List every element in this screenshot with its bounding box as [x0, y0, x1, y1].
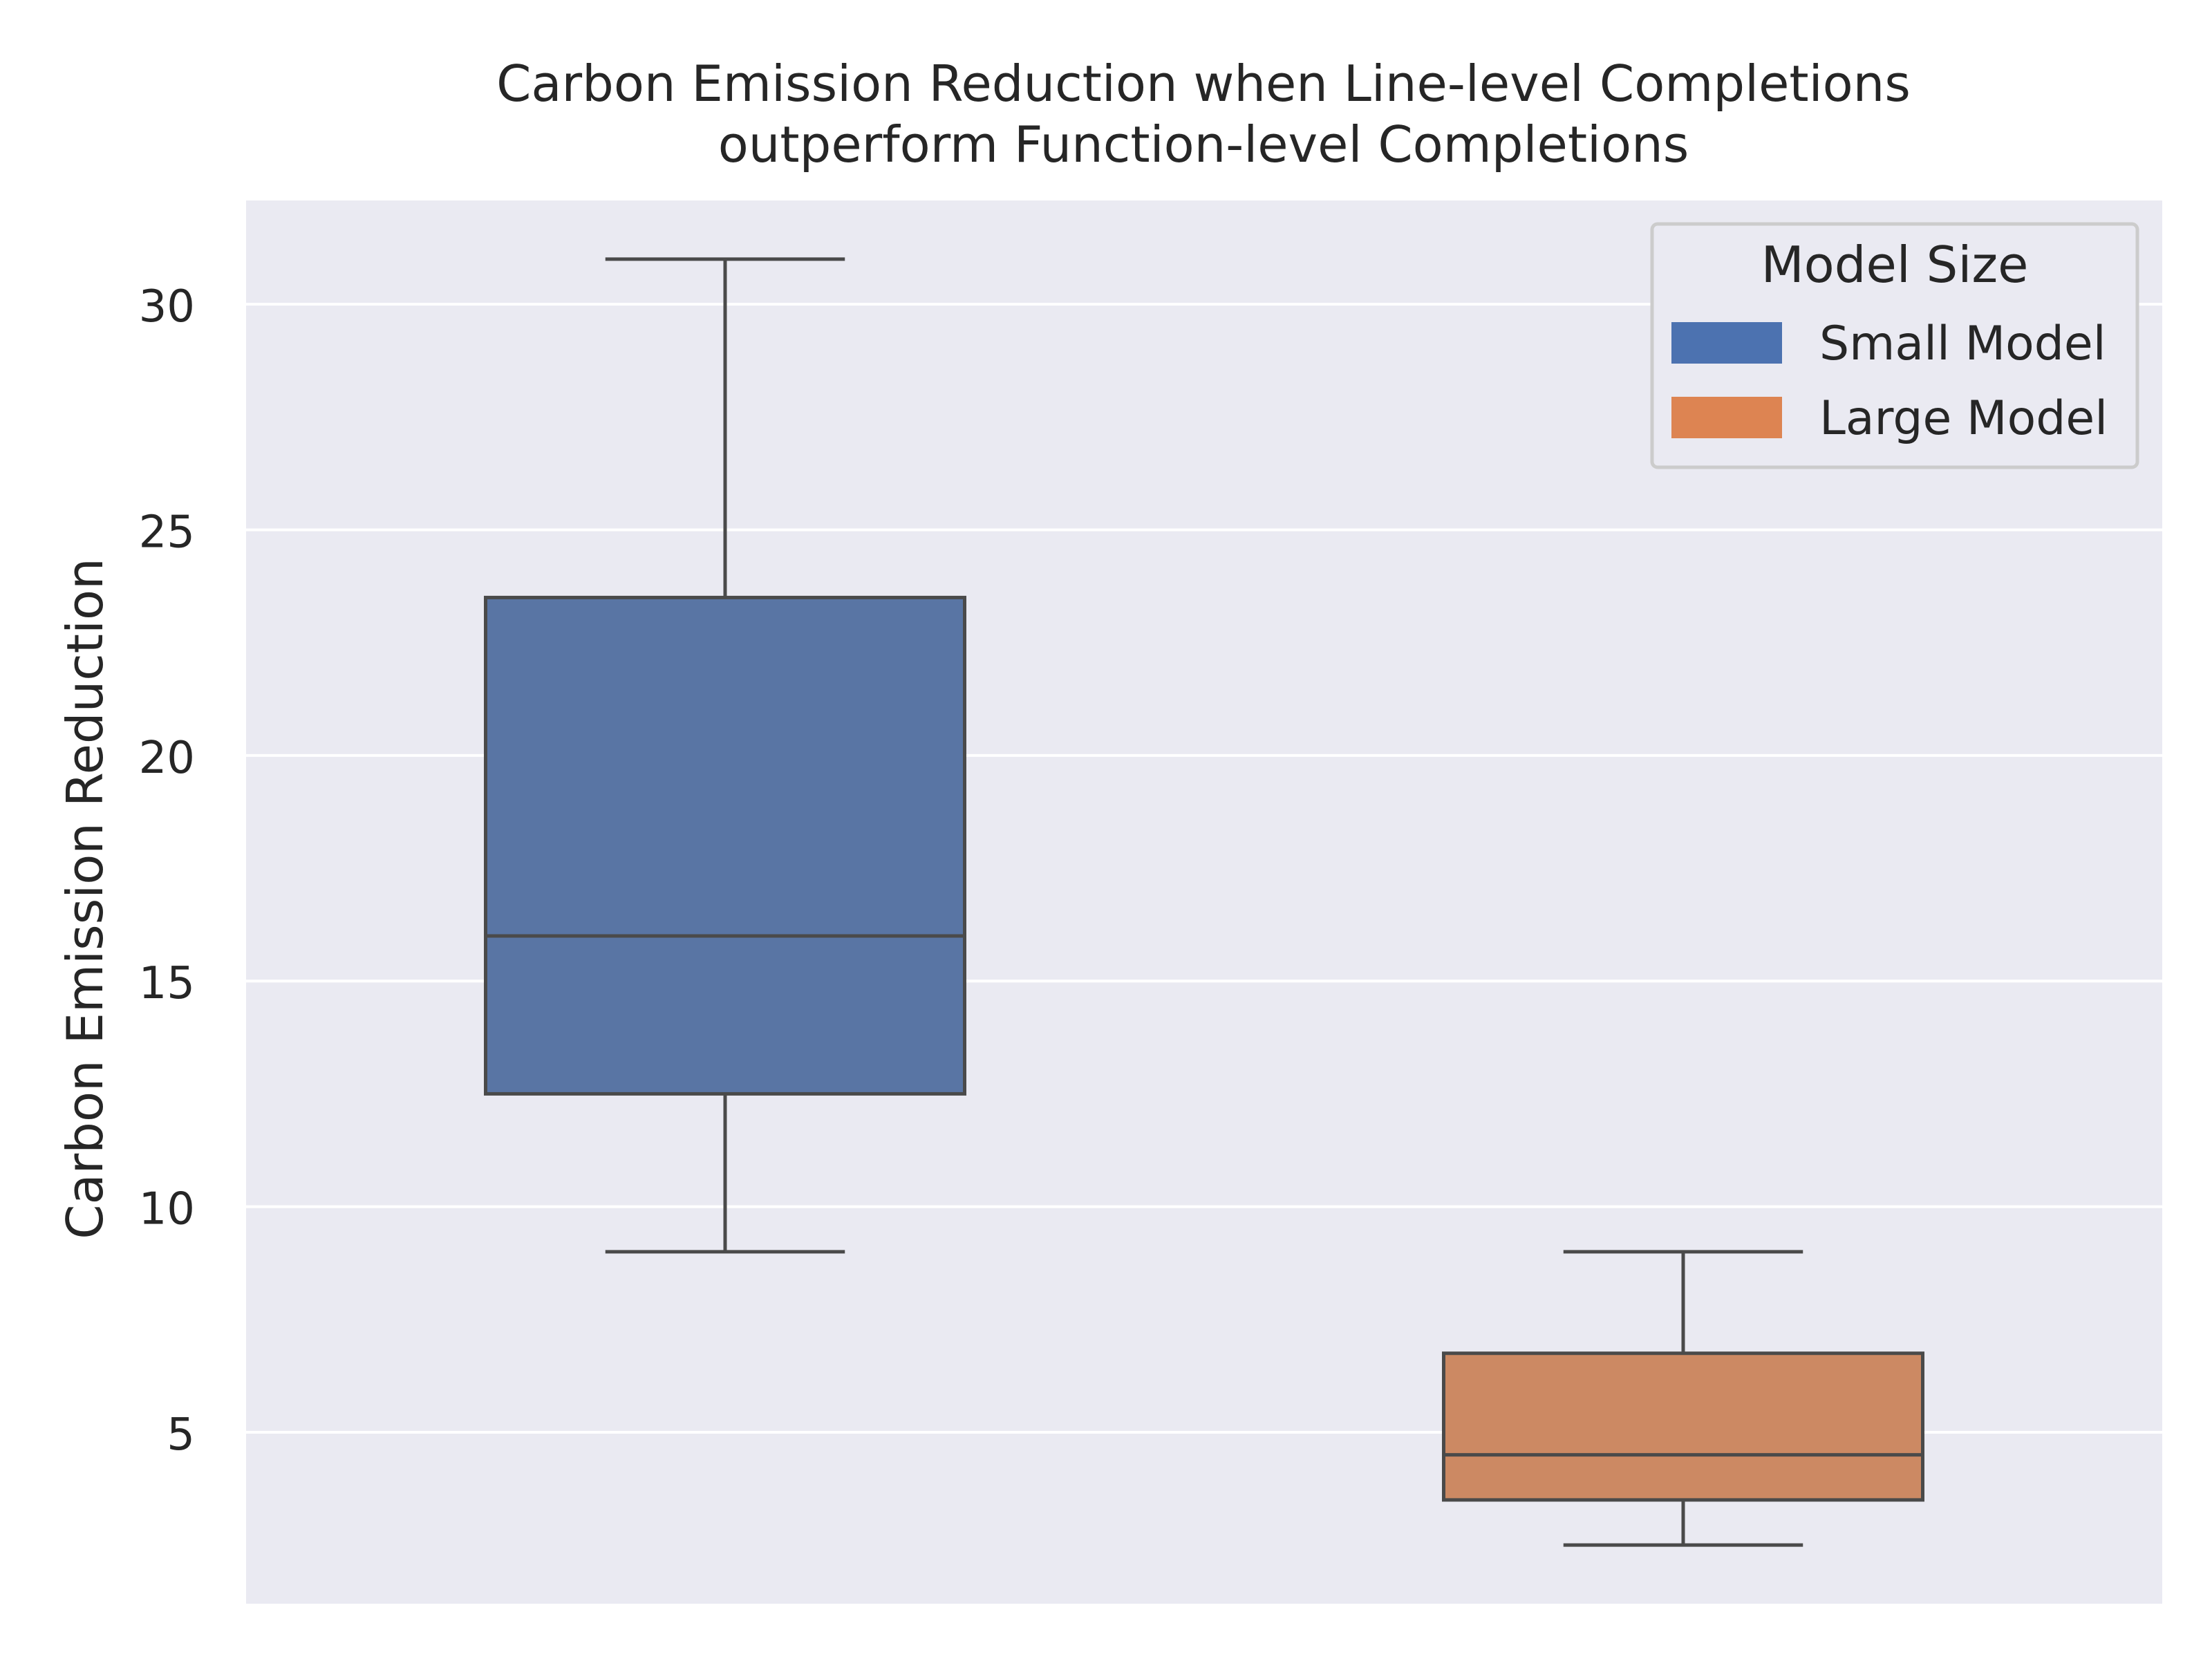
- legend: Model Size Small Model Large Model: [1650, 222, 2139, 469]
- y-tick-label-10: 10: [139, 1184, 195, 1235]
- y-tick-labels: 5 10 15 20 25 30: [139, 281, 195, 1461]
- legend-items: Small Model Large Model: [1671, 317, 2108, 446]
- box-plots: [484, 257, 1924, 1547]
- legend-title: Model Size: [1761, 236, 2029, 294]
- legend-item-small-model: Small Model: [1671, 317, 2106, 371]
- legend-label-large-model: Large Model: [1819, 391, 2108, 446]
- y-tick-label-15: 15: [139, 958, 195, 1009]
- legend-swatch-small-model: [1671, 322, 1782, 364]
- y-tick-label-25: 25: [139, 507, 195, 558]
- box-large-model: [1442, 1250, 1924, 1547]
- chart-title-line-1: Carbon Emission Reduction when Line-leve…: [496, 55, 1911, 113]
- y-tick-label-30: 30: [139, 281, 195, 332]
- y-tick-label-20: 20: [139, 733, 195, 784]
- iqr-box-small-model: [484, 595, 966, 1096]
- legend-label-small-model: Small Model: [1819, 317, 2106, 371]
- y-tick-label-5: 5: [167, 1409, 195, 1461]
- legend-item-large-model: Large Model: [1671, 391, 2108, 446]
- box-small-model: [484, 257, 966, 1254]
- chart-title-line-2: outperform Function-level Completions: [718, 115, 1689, 174]
- iqr-box-large-model: [1442, 1351, 1924, 1502]
- y-axis-label: Carbon Emission Reduction: [56, 558, 114, 1239]
- legend-swatch-large-model: [1671, 397, 1782, 438]
